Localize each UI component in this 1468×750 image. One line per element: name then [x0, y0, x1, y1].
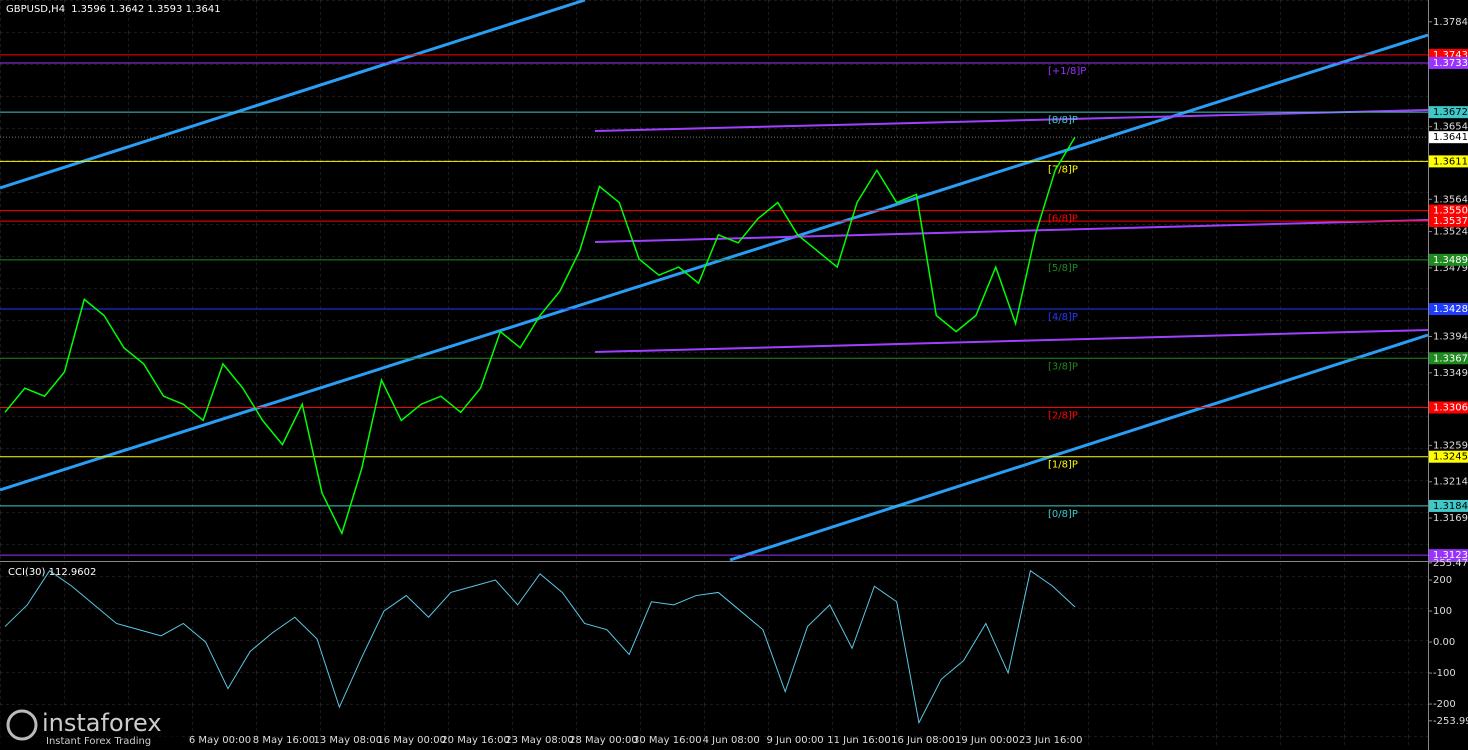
time-label: 19 Jun 00:00 — [955, 735, 1019, 746]
level-label-bg — [1429, 106, 1468, 119]
symbol-name: GBPUSD,H4 — [6, 4, 65, 15]
level-label: 1.3428 — [1433, 304, 1468, 315]
level-label: 1.3123 — [1433, 550, 1468, 561]
indicator-grid — [0, 563, 1428, 745]
level-label: 1.3672 — [1433, 107, 1468, 118]
indicator-tick-label: -200 — [1433, 699, 1456, 710]
level-label-bg — [1429, 155, 1468, 168]
level-label: 1.3184 — [1433, 501, 1468, 512]
level-label: 1.3306 — [1433, 402, 1468, 413]
time-label: 13 May 08:00 — [314, 735, 383, 746]
price-line — [4, 136, 1076, 536]
indicator-tick-label: -253.996 — [1433, 716, 1468, 727]
level-label-bg — [1429, 401, 1468, 414]
price-tick-label: 1.3479 — [1433, 263, 1468, 274]
level-label: 1.3367 — [1433, 353, 1468, 364]
murray-label: [5/8]P — [1048, 263, 1078, 274]
murray-label: [8/8]P — [1048, 115, 1078, 126]
channel-line — [594, 329, 1429, 353]
murray-label: [+1/8]P — [1048, 66, 1086, 77]
level-label-bg — [1429, 549, 1468, 562]
indicator-tick-label: -100 — [1433, 668, 1456, 679]
price-tick-label: 1.3784 — [1433, 17, 1468, 28]
indicator-tick-label: 255.4768 — [1433, 558, 1468, 569]
logo: instaforex Instant Forex Trading — [0, 705, 180, 750]
price-grid — [0, 0, 1428, 560]
channel-line — [594, 219, 1429, 243]
level-label: 1.3537 — [1433, 216, 1468, 227]
time-label: 11 Jun 16:00 — [827, 735, 891, 746]
level-label-bg — [1429, 253, 1468, 266]
murray-label: [4/8]P — [1048, 312, 1078, 323]
cci-line — [4, 569, 1076, 725]
current-price-bg — [1429, 131, 1468, 144]
ohlc: 1.3596 1.3642 1.3593 1.3641 — [71, 4, 221, 15]
level-label-bg — [1429, 215, 1468, 228]
logo-tagline: Instant Forex Trading — [46, 736, 151, 747]
trend-line — [0, 33, 1429, 492]
murray-label: [7/8]P — [1048, 164, 1078, 175]
level-label-bg — [1429, 303, 1468, 316]
murray-label: [0/8]P — [1048, 509, 1078, 520]
level-label: 1.3611 — [1433, 156, 1468, 167]
channel-line — [594, 109, 1429, 132]
time-label: 20 May 16:00 — [441, 735, 510, 746]
level-label: 1.3743 — [1433, 50, 1468, 61]
level-label-bg — [1429, 204, 1468, 217]
murray-label: [3/8]P — [1048, 361, 1078, 372]
trend-line — [729, 333, 1429, 562]
time-label: 30 May 16:00 — [633, 735, 702, 746]
price-tick-label: 1.3394 — [1433, 331, 1468, 342]
level-label: 1.3489 — [1433, 255, 1468, 266]
level-label: 1.3733 — [1433, 58, 1468, 69]
time-label: 16 May 00:00 — [377, 735, 446, 746]
logo-name: instaforex — [42, 709, 162, 737]
symbol: GBPUSD,H4 1.3596 1.3642 1.3593 1.3641 — [6, 4, 221, 15]
level-label-bg — [1429, 450, 1468, 463]
level-label: 1.3245 — [1433, 452, 1468, 463]
price-tick-label: 1.3524 — [1433, 227, 1468, 238]
price-tick-label: 1.3214 — [1433, 477, 1468, 488]
indicator-tick-label: 200 — [1433, 575, 1452, 586]
time-label: 8 May 16:00 — [253, 735, 315, 746]
level-label: 1.3550 — [1433, 206, 1468, 217]
murray-label: [2/8]P — [1048, 410, 1078, 421]
time-label: 4 Jun 08:00 — [703, 735, 760, 746]
time-label: 16 Jun 08:00 — [891, 735, 955, 746]
murray-label: [1/8]P — [1048, 460, 1078, 471]
level-label-bg — [1429, 499, 1468, 512]
price-tick-label: 1.3564 — [1433, 194, 1468, 205]
time-label: 23 May 08:00 — [505, 735, 574, 746]
current-price-label: 1.3641 — [1433, 132, 1468, 143]
trend-line — [0, 0, 586, 190]
time-label: 28 May 00:00 — [569, 735, 638, 746]
time-label: 9 Jun 00:00 — [767, 735, 824, 746]
indicator-tick-label: 0.00 — [1433, 637, 1455, 648]
price-tick-label: 1.3349 — [1433, 368, 1468, 379]
murray-label: [6/8]P — [1048, 214, 1078, 225]
price-tick-label: 1.3654 — [1433, 122, 1468, 133]
price-tick-label: 1.3259 — [1433, 440, 1468, 451]
level-label-bg — [1429, 56, 1468, 69]
logo-icon — [6, 709, 38, 741]
indicator-tick-label: 100 — [1433, 606, 1452, 617]
level-label-bg — [1429, 352, 1468, 365]
indicator-label: CCI(30) 112.9602 — [8, 567, 96, 578]
time-label: 6 May 00:00 — [189, 735, 251, 746]
price-tick-label: 1.3169 — [1433, 513, 1468, 524]
time-label: 23 Jun 16:00 — [1019, 735, 1083, 746]
